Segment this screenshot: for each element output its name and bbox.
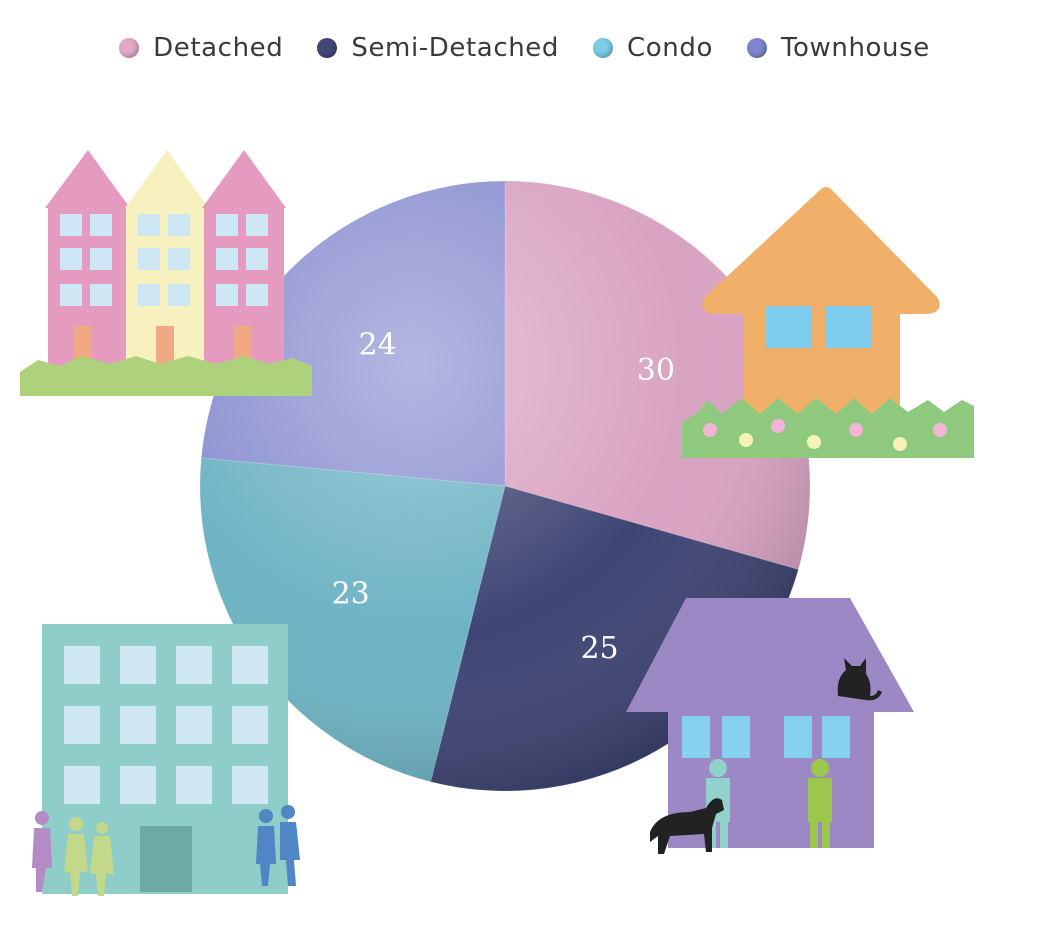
- legend-marker: [317, 38, 338, 58]
- legend-item[interactable]: Townhouse: [746, 33, 930, 63]
- legend-marker: [746, 38, 767, 58]
- apartment-building-icon: [32, 624, 300, 896]
- townhouse-row-icon: [20, 150, 312, 396]
- legend-label: Semi-Detached: [351, 33, 559, 63]
- data-label: 24: [359, 327, 397, 362]
- detached-house-icon: [682, 187, 974, 458]
- legend-item[interactable]: Detached: [119, 33, 283, 63]
- legend-label: Condo: [627, 33, 713, 63]
- data-label: 23: [332, 576, 370, 611]
- legend-item[interactable]: Condo: [593, 33, 713, 63]
- legend-label: Townhouse: [780, 33, 930, 63]
- legend-label: Detached: [153, 33, 284, 63]
- legend-marker: [593, 38, 613, 58]
- data-label: 30: [637, 353, 675, 388]
- chart-legend: Detached Semi-Detached Condo Townhouse: [0, 26, 1049, 70]
- legend-marker: [119, 38, 140, 58]
- legend-item[interactable]: Semi-Detached: [317, 33, 559, 63]
- data-label: 25: [580, 631, 618, 666]
- family-house-icon: [626, 598, 914, 854]
